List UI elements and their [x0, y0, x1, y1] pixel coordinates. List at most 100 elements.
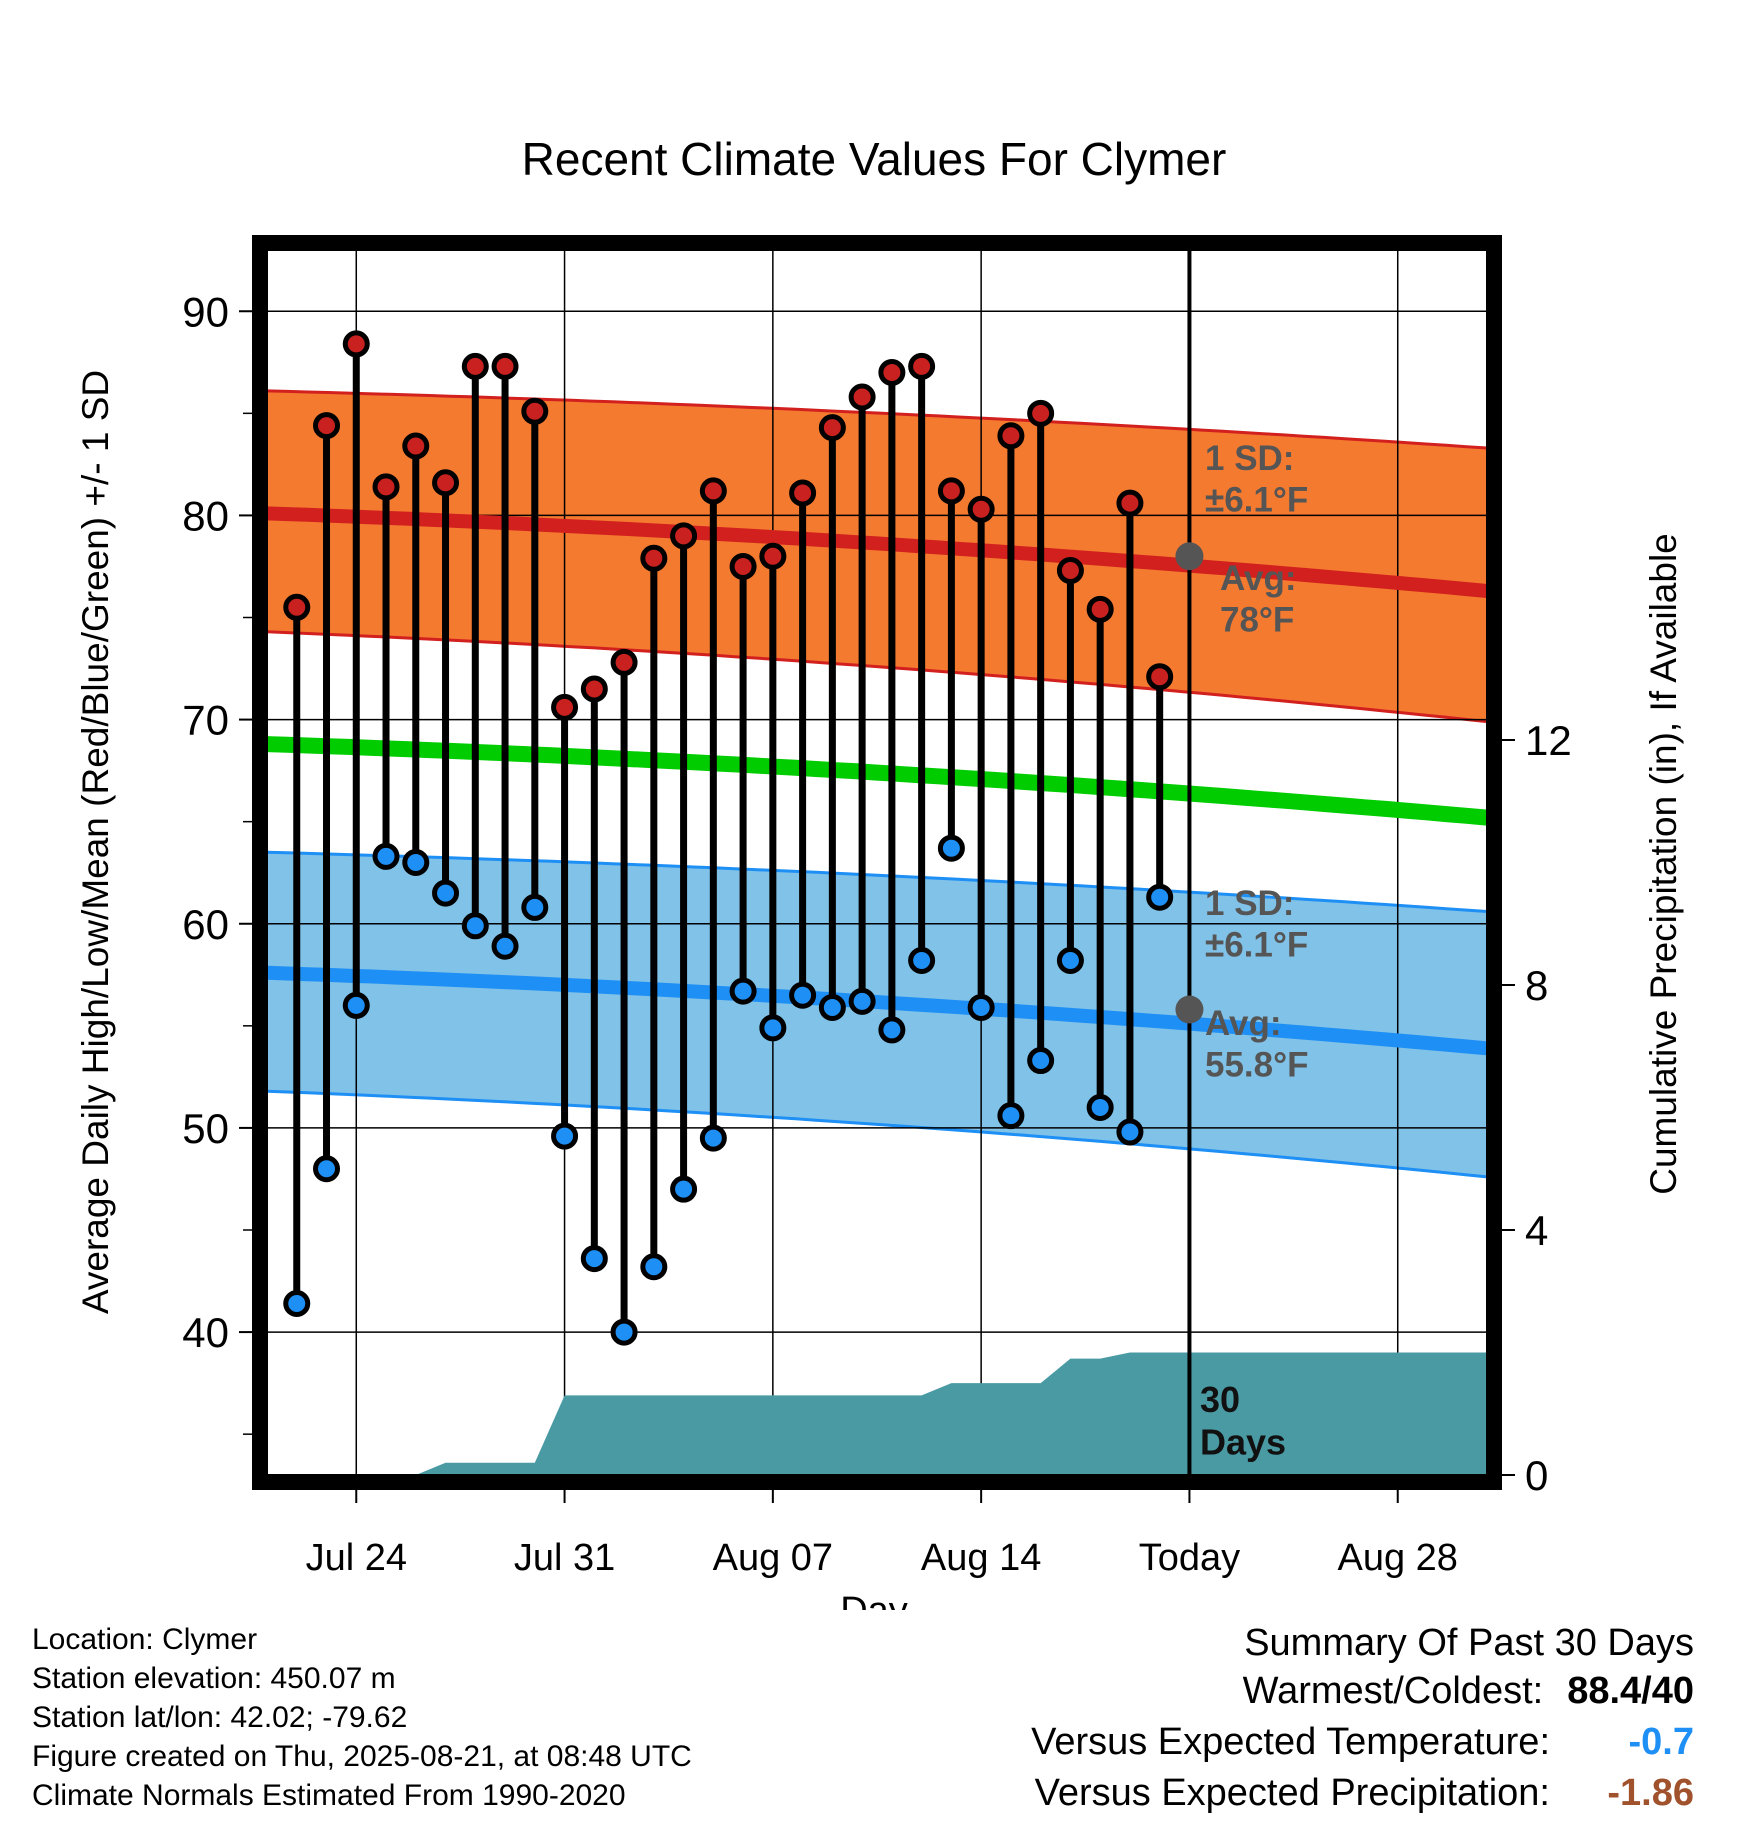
low-avg-annotation: Avg: 55.8°F [1205, 1004, 1309, 1084]
low-point [848, 987, 876, 1015]
latlon-text: Station lat/lon: 42.02; -79.62 [32, 1701, 408, 1734]
low-point [937, 834, 965, 862]
axes: 40 50 60 70 80 90 0 4 8 12 Jul 24 Jul 31 Aug 07 Aug 1… [182, 235, 1572, 1579]
high-point [432, 469, 460, 497]
x-tick-label: Jul 24 [306, 1537, 407, 1579]
summary-title: Summary Of Past 30 Days [1244, 1622, 1694, 1664]
precip-area [296, 1352, 1487, 1475]
low-point [1116, 1118, 1144, 1146]
low-point [1027, 1047, 1055, 1075]
y-tick-label: 60 [182, 901, 229, 948]
high-point [283, 593, 311, 621]
created-text: Figure created on Thu, 2025-08-21, at 08… [32, 1740, 692, 1773]
high-point [521, 397, 549, 425]
normal-bands [266, 389, 1488, 1179]
low-sd-annotation: 1 SD: ±6.1°F [1205, 884, 1308, 964]
y2-tick-label: 4 [1525, 1207, 1548, 1254]
high-point [1116, 489, 1144, 517]
low-point [1056, 947, 1084, 974]
low-point [699, 1124, 727, 1152]
y-axis-label: Average Daily High/Low/Mean (Red/Blue/Gr… [75, 370, 116, 1314]
today-high-normal-marker [1175, 542, 1204, 571]
low-sd-lower-edge [266, 1089, 1488, 1179]
low-point [878, 1016, 906, 1044]
low-point [640, 1253, 668, 1281]
high-point [967, 495, 995, 523]
chart-title: Recent Climate Values For Clymer [522, 133, 1227, 185]
temp-label: Versus Expected Temperature: [1031, 1721, 1550, 1763]
y-tick-label: 80 [182, 492, 229, 539]
y2-tick-label: 12 [1525, 717, 1572, 764]
precip-cumulative-area [296, 1352, 1487, 1475]
high-point [848, 383, 876, 411]
high-point [491, 352, 519, 380]
x-tick-label: Aug 07 [713, 1537, 833, 1579]
y-tick-label: 70 [182, 697, 229, 744]
low-point [521, 893, 549, 921]
low-point [759, 1014, 787, 1042]
x-tick-label: Jul 31 [514, 1537, 615, 1579]
low-point [1086, 1094, 1114, 1121]
high-normal-line [266, 506, 1488, 598]
x-axis-label: Day [840, 1590, 908, 1610]
high-point [818, 414, 846, 442]
high-point [878, 359, 906, 386]
temp-row: Versus Expected Temperature: -0.7 [1031, 1717, 1694, 1768]
high-sd-band [267, 390, 1487, 722]
low-point [580, 1245, 608, 1273]
high-sd-upper-edge [266, 389, 1488, 450]
normal-lines [266, 506, 1488, 1056]
low-point [610, 1318, 638, 1346]
high-point [313, 412, 341, 440]
high-point [342, 330, 370, 358]
high-point [402, 432, 430, 460]
annotations: 1 SD: ±6.1°F Avg: 78°F 1 SD: ±6.1°F Avg: 55.8°F… [1175, 439, 1309, 1462]
high-point [610, 648, 638, 676]
low-point [372, 842, 400, 870]
low-sd-upper-edge [266, 850, 1488, 913]
low-point [313, 1155, 341, 1183]
normals-text: Climate Normals Estimated From 1990-2020 [32, 1779, 626, 1812]
location-text: Location: Clymer [32, 1623, 258, 1656]
low-point [670, 1175, 698, 1203]
high-point [372, 473, 400, 501]
plot-frame [252, 235, 1502, 1490]
daily-stems [293, 343, 1164, 1333]
warmest-label: Warmest/Coldest: [1242, 1670, 1544, 1712]
low-point [432, 879, 460, 907]
low-point [729, 977, 757, 1005]
high-point [759, 542, 787, 570]
low-sd-band [267, 852, 1487, 1177]
high-point [729, 552, 757, 580]
low-normal-line [266, 965, 1488, 1056]
y2-axis-label: Cumulative Precipitation (in), If Availa… [1643, 533, 1684, 1195]
high-sd-annotation: 1 SD: ±6.1°F [1205, 439, 1308, 519]
high-point [461, 352, 489, 380]
high-point [580, 675, 608, 703]
warmest-value: 88.4/40 [1567, 1670, 1694, 1712]
y-tick-label: 40 [182, 1309, 229, 1356]
low-point [1146, 883, 1174, 911]
low-point [789, 981, 817, 1009]
low-point [967, 993, 995, 1021]
low-point [402, 849, 430, 876]
low-point [461, 912, 489, 940]
climate-chart: 1 SD: ±6.1°F Avg: 78°F 1 SD: ±6.1°F Avg: 55.8°F… [75, 133, 1684, 1610]
precip-value: -1.86 [1607, 1772, 1694, 1814]
y2-tick-label: 8 [1525, 962, 1548, 1009]
x-tick-label: Today [1139, 1537, 1240, 1579]
mean-normal-line [266, 736, 1488, 826]
today-low-normal-marker [1175, 995, 1204, 1024]
precip-days-annotation: 30 Days [1200, 1379, 1286, 1462]
y-tick-label: 50 [182, 1105, 229, 1152]
high-point [937, 477, 965, 505]
high-point [908, 352, 936, 380]
low-point [551, 1122, 579, 1150]
high-point [640, 544, 668, 572]
high-point [1027, 399, 1055, 427]
high-point [789, 479, 817, 507]
precip-row: Versus Expected Precipitation: -1.86 [1031, 1768, 1694, 1819]
high-point [551, 693, 579, 721]
precip-label: Versus Expected Precipitation: [1034, 1772, 1550, 1814]
high-sd-lower-edge [266, 630, 1488, 724]
